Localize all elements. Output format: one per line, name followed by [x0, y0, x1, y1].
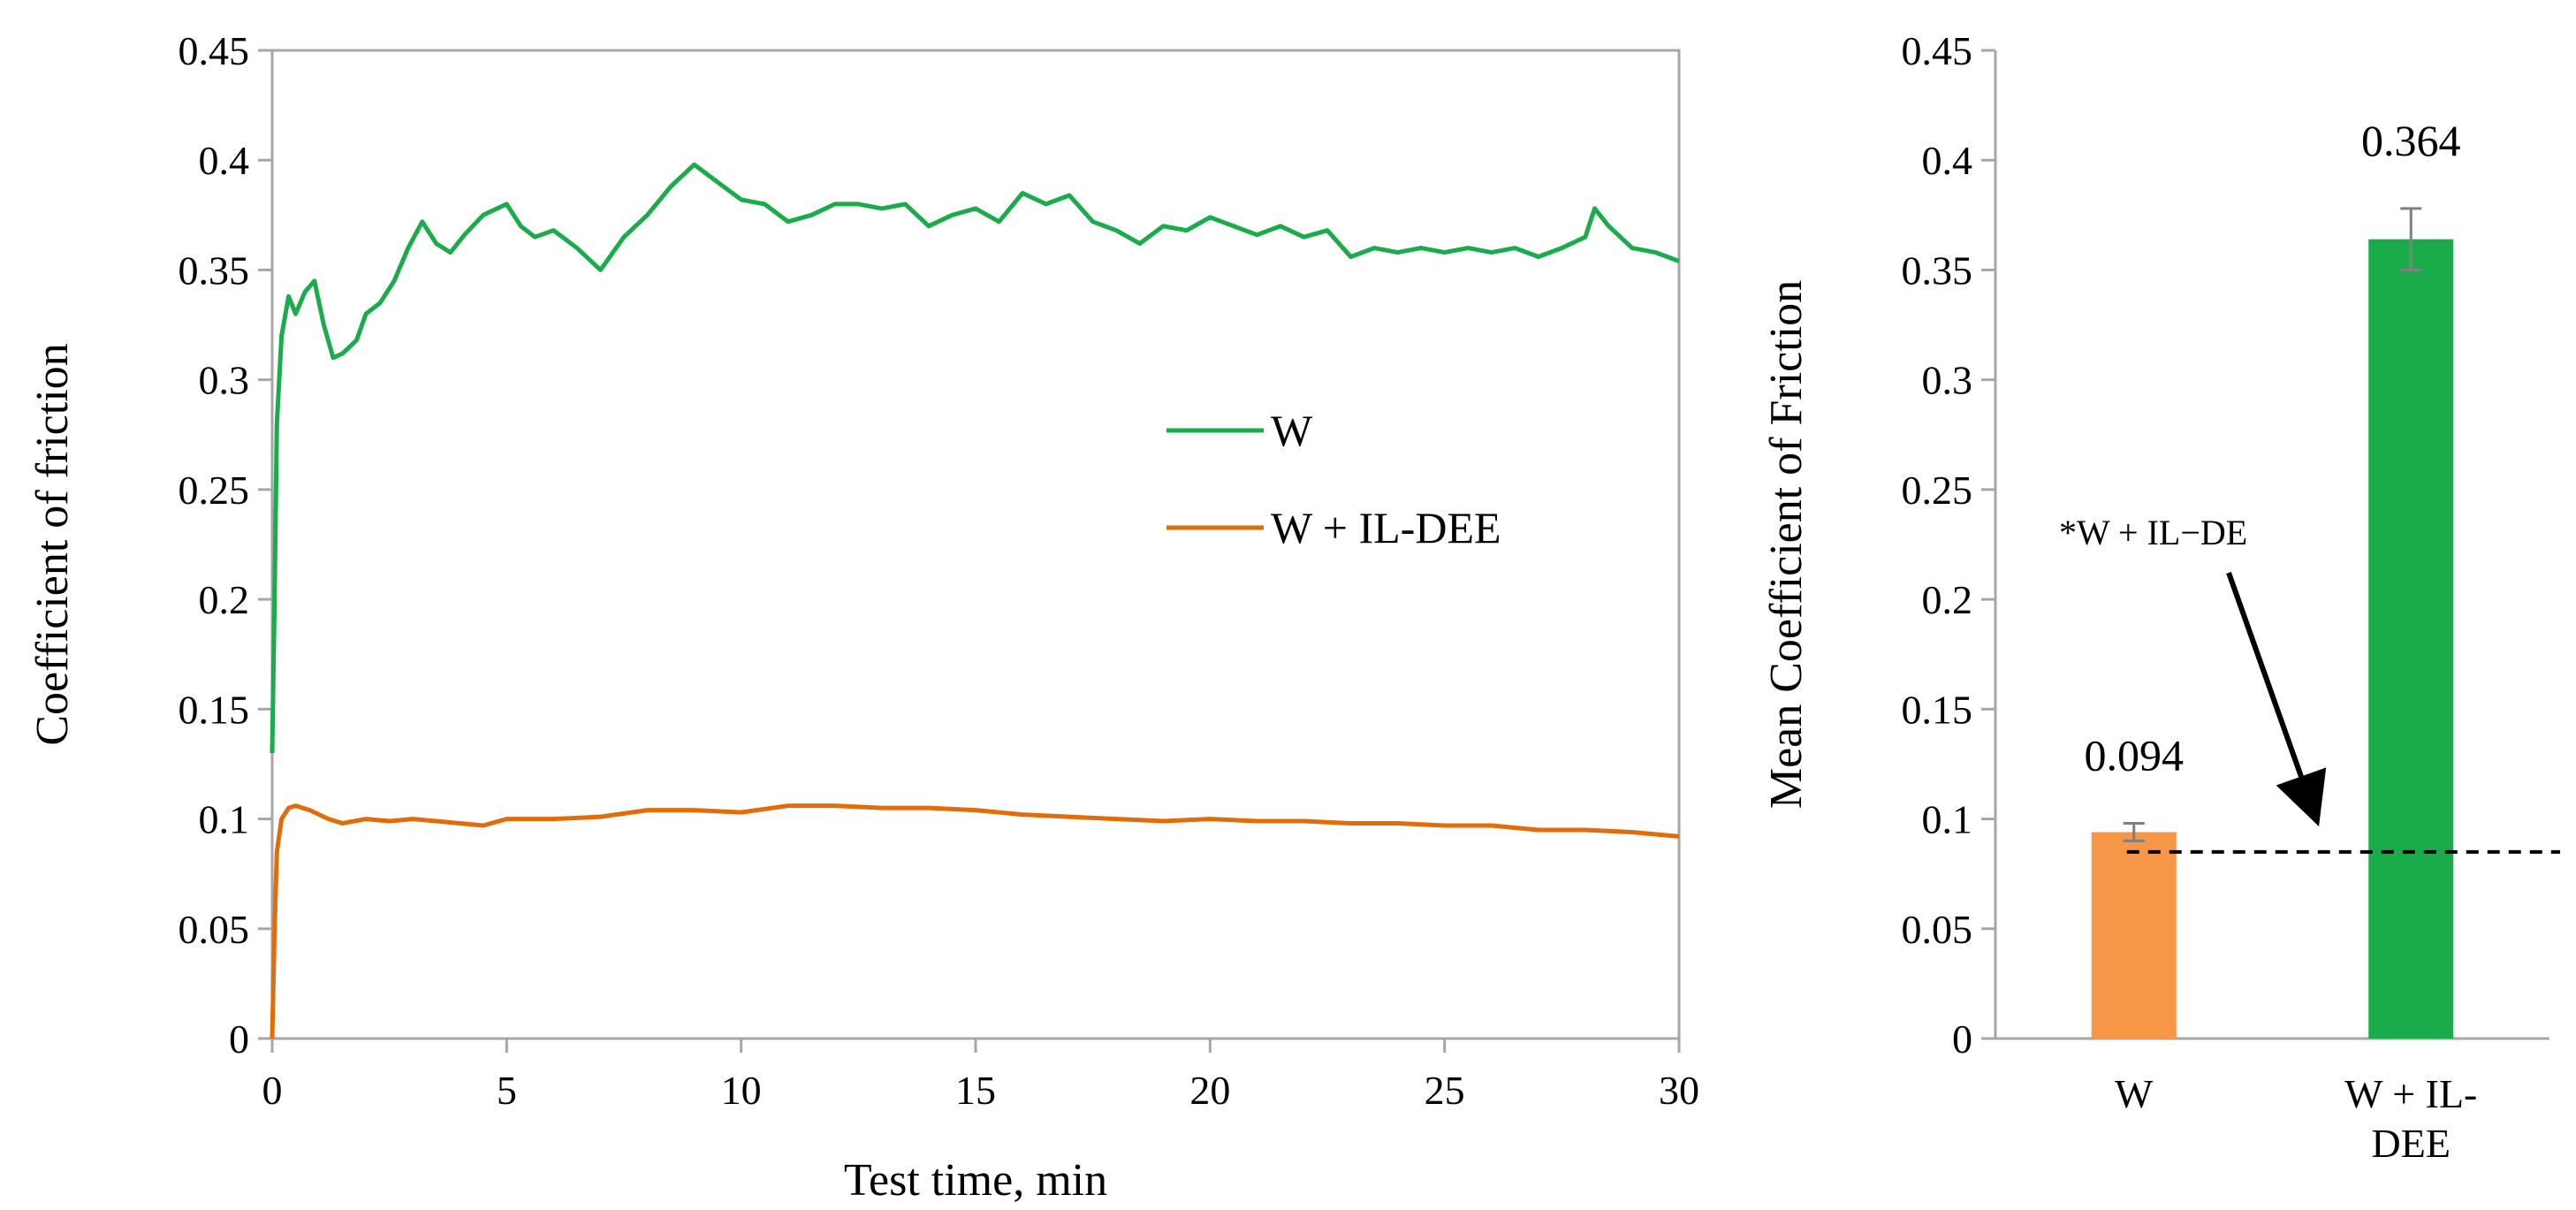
reference-arrow — [2226, 571, 2327, 826]
line-x-tick-label: 0 — [262, 1068, 283, 1113]
bar-y-ticks: 0 0.05 0.1 0.15 0.2 0.25 0.3 0.35 0.4 0.45 — [1902, 28, 1995, 1062]
line-y-tick-label: 0.15 — [179, 687, 250, 732]
series-line-w-il-dee — [270, 803, 1680, 1039]
line-y-tick-label: 0.4 — [199, 138, 250, 183]
line-x-tick-label: 25 — [1425, 1068, 1465, 1113]
line-y-tick-label: 0.05 — [179, 907, 250, 952]
bar-y-axis-title: Mean Coefficient of Friction — [1761, 280, 1812, 809]
legend-label-w: W — [1271, 406, 1313, 455]
line-x-ticks: 0 5 10 15 20 25 30 — [262, 1039, 1699, 1113]
line-x-tick-label: 30 — [1659, 1068, 1699, 1113]
bar-value-label: 0.094 — [2085, 731, 2185, 780]
bar-y-tick-label: 0.3 — [1922, 358, 1973, 403]
line-y-axis-title: Coefficient of friction — [27, 343, 78, 745]
legend-label-w-il-dee: W + IL-DEE — [1271, 503, 1501, 552]
bar-y-tick-label: 0.25 — [1902, 468, 1973, 513]
bar-y-tick-label: 0.05 — [1902, 907, 1973, 952]
bar-category-label: W — [2115, 1071, 2154, 1116]
line-x-tick-label: 15 — [955, 1068, 996, 1113]
bar-category-label: W + IL- — [2344, 1071, 2477, 1116]
bar-0 — [2091, 832, 2177, 1039]
line-y-tick-label: 0.3 — [199, 358, 250, 403]
line-y-tick-label: 0 — [229, 1016, 249, 1062]
bar-1 — [2368, 239, 2454, 1039]
bar-chart: 0 0.05 0.1 0.15 0.2 0.25 0.3 0.35 0.4 0.45 0.094 W… — [1761, 28, 2560, 1166]
line-series — [270, 162, 1680, 1039]
bar-y-tick-label: 0.35 — [1902, 247, 1973, 293]
line-legend: W W + IL-DEE — [1166, 406, 1501, 552]
line-y-tick-label: 0.35 — [179, 247, 250, 293]
reference-annotation: *W + IL−DE — [2059, 513, 2247, 552]
line-y-tick-label: 0.2 — [199, 577, 250, 622]
bar-y-tick-label: 0.2 — [1922, 577, 1973, 622]
line-x-tick-label: 5 — [497, 1068, 517, 1113]
line-x-axis-title: Test time, min — [844, 1155, 1107, 1206]
bar-category-label: DEE — [2372, 1121, 2451, 1166]
line-x-tick-label: 20 — [1189, 1068, 1230, 1113]
line-y-tick-label: 0.25 — [179, 468, 250, 513]
bar-y-tick-label: 0.1 — [1922, 797, 1973, 842]
bar-y-tick-label: 0.15 — [1902, 687, 1973, 732]
bar-value-label: 0.364 — [2361, 116, 2461, 165]
line-chart: 0 0.05 0.1 0.15 0.2 0.25 0.3 0.35 0.4 0.45 0 5 10 15… — [27, 28, 1699, 1206]
bars: 0.094 W 0.364 W + IL- DEE — [2085, 116, 2478, 1166]
line-y-tick-label: 0.1 — [199, 797, 250, 842]
bar-y-tick-label: 0.4 — [1922, 138, 1973, 183]
line-y-ticks: 0 0.05 0.1 0.15 0.2 0.25 0.3 0.35 0.4 0.45 — [179, 28, 272, 1062]
bar-y-tick-label: 0 — [1952, 1016, 1972, 1062]
line-x-tick-label: 10 — [721, 1068, 762, 1113]
series-line-w — [270, 162, 1680, 754]
bar-y-tick-label: 0.45 — [1902, 28, 1973, 73]
line-y-tick-label: 0.45 — [179, 28, 250, 73]
